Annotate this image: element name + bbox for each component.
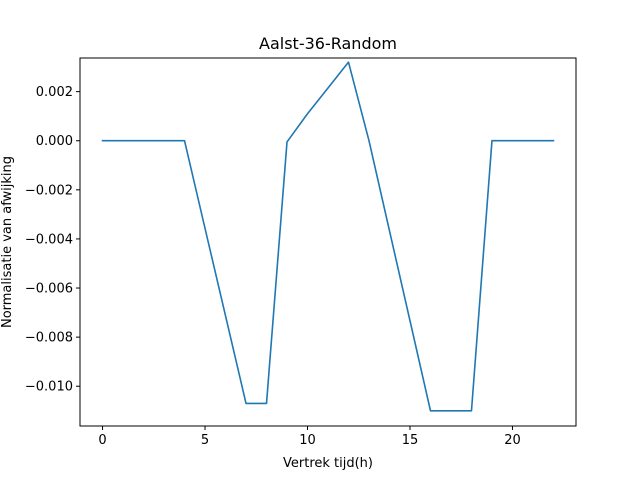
y-tick-label: −0.010 (25, 380, 73, 395)
y-tick-label: −0.004 (25, 232, 73, 247)
y-tick-label: −0.006 (25, 282, 73, 297)
plot-frame (79, 57, 577, 427)
y-tick-label: 0.002 (36, 85, 73, 100)
y-axis-title: Normalisatie van afwijking (0, 156, 15, 328)
plot-area: 0 5 10 15 20 0.002 0.000 −0.002 −0.004 −0.006 −0.0… (25, 61, 555, 448)
y-tick-label: −0.002 (25, 183, 73, 198)
series-line (101, 61, 555, 412)
x-tick-label: 5 (201, 433, 209, 448)
x-tick-label: 15 (402, 433, 419, 448)
y-tick-label: −0.008 (25, 331, 73, 346)
y-tick-label: 0.000 (36, 134, 73, 149)
x-tick-label: 10 (299, 433, 316, 448)
x-tick-label: 0 (98, 433, 106, 448)
chart-title: Aalst-36-Random (259, 34, 397, 53)
x-tick-label: 20 (504, 433, 521, 448)
x-axis-title: Vertrek tijd(h) (283, 456, 373, 471)
